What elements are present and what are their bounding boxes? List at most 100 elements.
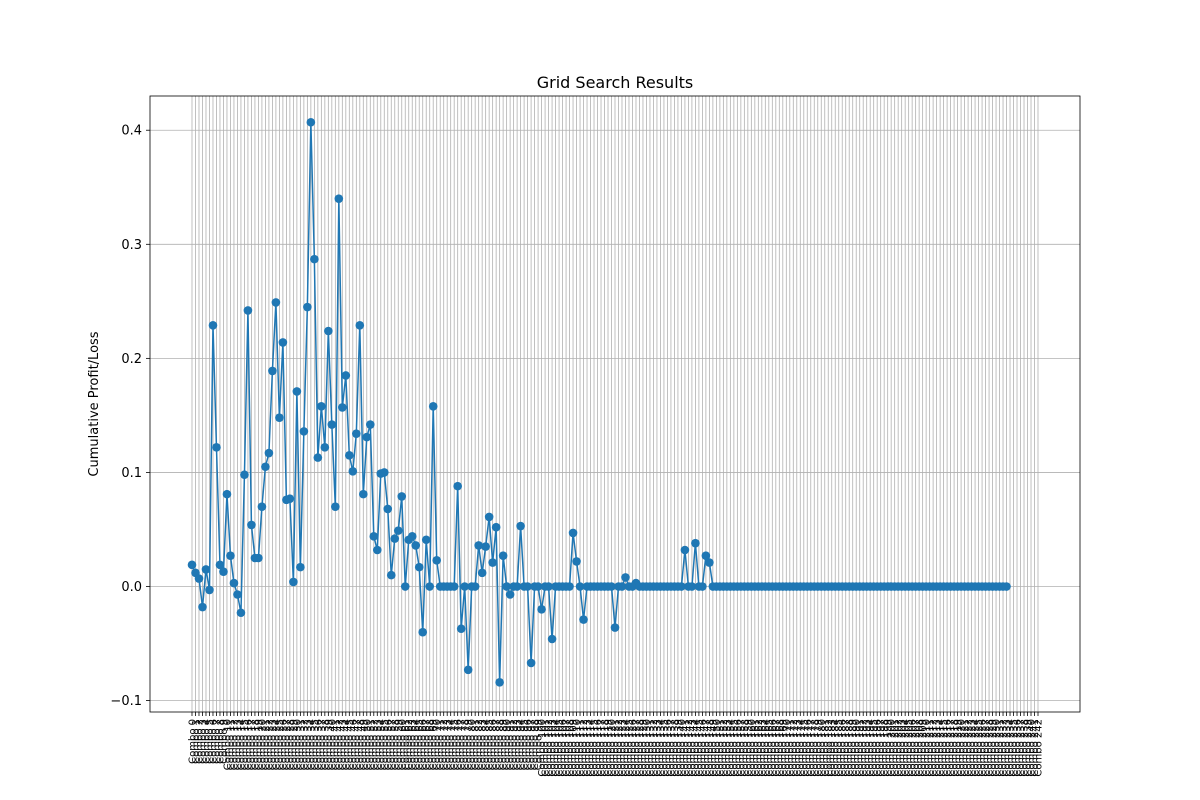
x-tick-label: Combo 18: [250, 719, 261, 770]
x-tick-label: Combo 226: [978, 719, 989, 777]
x-tick-label: Combo 62: [404, 719, 415, 770]
data-point: [481, 542, 490, 551]
x-tick-label: Combo 148: [705, 719, 716, 777]
x-tick-label: Combo 36: [313, 719, 324, 770]
y-tick-label: −0.1: [110, 694, 142, 709]
x-tick-label: Combo 77: [457, 719, 468, 770]
x-tick-label: Combo 52: [369, 719, 380, 770]
x-tick-label: Combo 67: [422, 719, 433, 770]
x-tick-label: Combo 178: [810, 719, 821, 777]
x-tick-label: Combo 160: [747, 719, 758, 777]
x-tick-label: Combo 68: [425, 719, 436, 770]
data-point: [456, 624, 466, 634]
x-tick-label: Combo 200: [887, 719, 898, 777]
x-tick-label: Combo 37: [317, 719, 328, 770]
x-tick-label: Combo 141: [680, 719, 691, 777]
x-tick-label: Combo 233: [1002, 719, 1013, 777]
data-point: [219, 567, 228, 576]
data-point: [278, 338, 288, 347]
x-tick-label: Combo 53: [373, 719, 384, 770]
x-tick-label: Combo 175: [799, 719, 810, 777]
x-tick-label: Combo 3: [198, 719, 209, 764]
data-point: [313, 453, 323, 462]
x-tick-label: Combo 214: [936, 719, 947, 777]
x-tick-label: Combo 191: [855, 719, 866, 777]
x-tick-label: Combo 195: [869, 719, 880, 777]
x-tick-label: Combo 81: [471, 719, 482, 770]
data-point: [397, 492, 407, 501]
x-tick-label: Combo 177: [806, 719, 817, 777]
x-tick-label: Combo 162: [754, 719, 765, 777]
x-tick-label: Combo 54: [376, 719, 387, 770]
data-point: [512, 582, 522, 591]
x-tick-label: Combo 14: [236, 719, 247, 770]
x-tick-label: Combo 16: [243, 719, 254, 770]
x-tick-label: Combo 71: [436, 719, 447, 770]
x-tick-label: Combo 235: [1009, 719, 1020, 777]
x-tick-label: Combo 147: [701, 719, 712, 777]
x-tick-label: Combo 173: [792, 719, 803, 777]
x-tick-label: Combo 184: [831, 719, 842, 777]
data-point: [268, 366, 277, 376]
data-point: [194, 574, 204, 583]
x-tick-label: Combo 202: [894, 719, 905, 777]
x-tick-label: Combo 241: [1030, 719, 1041, 777]
data-point: [470, 582, 480, 591]
data-point: [607, 582, 616, 591]
data-point: [264, 448, 274, 458]
x-tick-label: Combo 242: [1034, 719, 1045, 777]
data-point: [477, 568, 487, 578]
series-layer: [187, 117, 1011, 687]
x-tick-label: Combo 187: [841, 719, 852, 777]
x-tick-label: Combo 12: [229, 719, 240, 770]
x-tick-label: Combo 138: [670, 719, 681, 777]
x-tick-label: Combo 222: [964, 719, 975, 777]
x-tick-label: Combo 176: [803, 719, 814, 777]
x-tick-label: Combo 70: [432, 719, 443, 770]
x-tick-label: Combo 23: [268, 719, 279, 770]
data-point: [320, 443, 330, 452]
x-tick-label: Combo 236: [1013, 719, 1024, 777]
x-tick-label: Combo 113: [583, 719, 594, 777]
x-tick-label: Combo 134: [656, 719, 667, 777]
x-tick-label: Combo 0: [188, 719, 199, 764]
x-tick-label: Combo 105: [555, 719, 566, 777]
x-tick-label: Combo 58: [390, 719, 401, 770]
data-point: [505, 590, 515, 599]
x-tick-label: Combo 92: [509, 719, 520, 770]
x-tick-label: Combo 5: [205, 719, 216, 764]
x-tick-label: Combo 201: [890, 719, 901, 777]
x-tick-label: Combo 80: [467, 719, 478, 770]
data-point: [215, 560, 225, 570]
data-point: [687, 582, 697, 591]
x-tick-label: Combo 212: [929, 719, 940, 777]
x-tick-label: Combo 125: [624, 719, 635, 777]
x-tick-label: Combo 211: [925, 719, 936, 777]
x-tick-label: Combo 192: [859, 719, 870, 777]
x-tick-label: Combo 183: [827, 719, 838, 777]
x-tick-label: Combo 84: [481, 719, 492, 770]
x-tick-label: Combo 232: [999, 719, 1010, 777]
x-tick-label: Combo 101: [541, 719, 552, 777]
x-tick-label: Combo 32: [299, 719, 310, 770]
x-tick-label: Combo 44: [341, 719, 352, 770]
x-tick-label: Combo 79: [464, 719, 475, 770]
data-point: [400, 582, 410, 591]
x-tick-label: Combo 66: [418, 719, 429, 770]
x-tick-label: Combo 234: [1006, 719, 1017, 777]
data-point: [579, 615, 588, 624]
x-tick-label: Combo 76: [453, 719, 464, 770]
x-tick-label: Combo 189: [848, 719, 859, 777]
x-tick-label: Combo 28: [285, 719, 296, 770]
data-point: [187, 560, 197, 570]
data-point: [407, 532, 417, 541]
data-point: [233, 590, 242, 599]
x-tick-label: Combo 59: [394, 719, 405, 770]
x-tick-label: Combo 31: [296, 719, 307, 770]
data-point: [617, 582, 627, 591]
x-tick-label: Combo 217: [946, 719, 957, 777]
x-tick-label: Combo 95: [520, 719, 531, 770]
x-tick-label: Combo 186: [838, 719, 849, 777]
x-tick-label: Combo 39: [324, 719, 335, 770]
x-tick-label: Combo 90: [502, 719, 513, 770]
